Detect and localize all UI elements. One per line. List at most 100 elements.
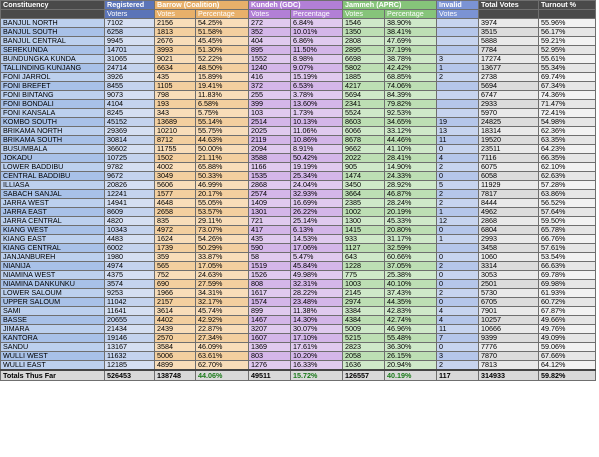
- cell-barrow-votes[interactable]: 1739: [154, 243, 196, 253]
- cell-kundeh-percentage[interactable]: 23.48%: [290, 297, 344, 307]
- cell-constituency[interactable]: NIAMINA DANKUNKU: [0, 279, 105, 289]
- cell-total-votes[interactable]: 5888: [478, 36, 540, 46]
- cell-turnout[interactable]: 54.98%: [538, 117, 597, 127]
- cell-invalid[interactable]: 2: [436, 189, 480, 199]
- cell-barrow-percentage[interactable]: 33.87%: [194, 252, 250, 262]
- cell-kundeh-percentage[interactable]: 6.13%: [290, 225, 344, 235]
- cell-kundeh-votes[interactable]: 255: [248, 90, 292, 100]
- cell-total-votes[interactable]: 8444: [478, 198, 540, 208]
- cell-kundeh-percentage[interactable]: 6.84%: [290, 18, 344, 28]
- cell-jammeh-percentage[interactable]: 36.30%: [384, 342, 438, 352]
- cell-kundeh-percentage[interactable]: 50.42%: [290, 153, 344, 163]
- cell-turnout[interactable]: 64.23%: [538, 144, 597, 154]
- cell-jammeh-votes[interactable]: 8678: [342, 135, 386, 145]
- cell-kundeh-votes[interactable]: 1369: [248, 342, 292, 352]
- cell-invalid[interactable]: 1: [436, 207, 480, 217]
- cell-turnout[interactable]: 57.61%: [538, 243, 597, 253]
- cell-jammeh-percentage[interactable]: 28.41%: [384, 153, 438, 163]
- cell-barrow-percentage[interactable]: 50.00%: [194, 144, 250, 154]
- cell-kundeh-votes[interactable]: 2868: [248, 180, 292, 190]
- cell-registered[interactable]: 24714: [104, 63, 155, 73]
- cell-registered[interactable]: 3574: [104, 279, 155, 289]
- cell-barrow-votes[interactable]: 5006: [154, 351, 196, 361]
- cell-jammeh-votes[interactable]: 2385: [342, 198, 386, 208]
- cell-kundeh-votes[interactable]: 803: [248, 351, 292, 361]
- cell-constituency[interactable]: BANJUL SOUTH: [0, 27, 105, 37]
- cell-constituency[interactable]: SANDU: [0, 342, 105, 352]
- cell-barrow-percentage[interactable]: 46.09%: [194, 342, 250, 352]
- totals-jammeh-percentage[interactable]: 40.19%: [384, 369, 438, 381]
- subheader-turnout-blank[interactable]: [538, 9, 597, 19]
- cell-total-votes[interactable]: 2868: [478, 216, 540, 226]
- cell-invalid[interactable]: 2: [436, 360, 480, 371]
- cell-constituency[interactable]: FONI BREFET: [0, 81, 105, 91]
- cell-total-votes[interactable]: 7776: [478, 342, 540, 352]
- cell-total-votes[interactable]: 11929: [478, 180, 540, 190]
- cell-turnout[interactable]: 59.21%: [538, 36, 597, 46]
- cell-registered[interactable]: 1980: [104, 252, 155, 262]
- cell-turnout[interactable]: 55.96%: [538, 18, 597, 28]
- cell-kundeh-percentage[interactable]: 17.61%: [290, 342, 344, 352]
- cell-kundeh-votes[interactable]: 1301: [248, 207, 292, 217]
- cell-turnout[interactable]: 72.41%: [538, 108, 597, 118]
- cell-barrow-votes[interactable]: 1105: [154, 81, 196, 91]
- cell-kundeh-votes[interactable]: 2119: [248, 135, 292, 145]
- cell-jammeh-votes[interactable]: 775: [342, 270, 386, 280]
- cell-barrow-percentage[interactable]: 54.26%: [194, 234, 250, 244]
- cell-total-votes[interactable]: 6058: [478, 171, 540, 181]
- cell-turnout[interactable]: 67.87%: [538, 306, 597, 316]
- cell-kundeh-votes[interactable]: 2574: [248, 189, 292, 199]
- cell-jammeh-votes[interactable]: 8603: [342, 117, 386, 127]
- cell-registered[interactable]: 20826: [104, 180, 155, 190]
- cell-registered[interactable]: 45152: [104, 117, 155, 127]
- totals-barrow-votes[interactable]: 138748: [154, 369, 196, 381]
- cell-jammeh-votes[interactable]: 2022: [342, 153, 386, 163]
- cell-registered[interactable]: 11042: [104, 297, 155, 307]
- cell-turnout[interactable]: 67.66%: [538, 351, 597, 361]
- cell-total-votes[interactable]: 2738: [478, 72, 540, 82]
- cell-constituency[interactable]: BRIKAMA NORTH: [0, 126, 105, 136]
- cell-barrow-percentage[interactable]: 55.05%: [194, 198, 250, 208]
- cell-barrow-votes[interactable]: 359: [154, 252, 196, 262]
- header-barrow[interactable]: Barrow (Coalition): [153, 0, 250, 10]
- totals-barrow-percentage[interactable]: 44.06%: [194, 369, 250, 381]
- cell-kundeh-votes[interactable]: 1617: [248, 288, 292, 298]
- cell-invalid[interactable]: [436, 27, 480, 37]
- cell-total-votes[interactable]: 19520: [478, 135, 540, 145]
- cell-kundeh-percentage[interactable]: 10.20%: [290, 351, 344, 361]
- cell-jammeh-percentage[interactable]: 25.38%: [384, 270, 438, 280]
- cell-registered[interactable]: 14701: [104, 45, 155, 55]
- cell-constituency[interactable]: LOWER SALOUM: [0, 288, 105, 298]
- cell-jammeh-percentage[interactable]: 60.66%: [384, 252, 438, 262]
- cell-jammeh-percentage[interactable]: 84.39%: [384, 90, 438, 100]
- cell-kundeh-votes[interactable]: 2025: [248, 126, 292, 136]
- cell-total-votes[interactable]: 4962: [478, 207, 540, 217]
- cell-kundeh-votes[interactable]: 899: [248, 306, 292, 316]
- cell-registered[interactable]: 13167: [104, 342, 155, 352]
- cell-constituency[interactable]: FONI BINTANG: [0, 90, 105, 100]
- cell-kundeh-votes[interactable]: 272: [248, 18, 292, 28]
- cell-invalid[interactable]: 2: [436, 288, 480, 298]
- cell-invalid[interactable]: 0: [436, 144, 480, 154]
- cell-registered[interactable]: 12185: [104, 360, 155, 371]
- cell-jammeh-percentage[interactable]: 14.90%: [384, 162, 438, 172]
- cell-invalid[interactable]: 0: [436, 225, 480, 235]
- cell-total-votes[interactable]: 7901: [478, 306, 540, 316]
- cell-kundeh-percentage[interactable]: 6.86%: [290, 36, 344, 46]
- cell-kundeh-votes[interactable]: 1526: [248, 270, 292, 280]
- cell-jammeh-votes[interactable]: 2058: [342, 351, 386, 361]
- cell-turnout[interactable]: 64.12%: [538, 360, 597, 371]
- cell-jammeh-percentage[interactable]: 42.83%: [384, 306, 438, 316]
- cell-constituency[interactable]: KOMBO SOUTH: [0, 117, 105, 127]
- cell-constituency[interactable]: KIANG CENTRAL: [0, 243, 105, 253]
- cell-invalid[interactable]: 0: [436, 297, 480, 307]
- cell-kundeh-percentage[interactable]: 6.53%: [290, 81, 344, 91]
- cell-constituency[interactable]: BUSUMBALA: [0, 144, 105, 154]
- cell-barrow-votes[interactable]: 4402: [154, 315, 196, 325]
- cell-jammeh-percentage[interactable]: 47.69%: [384, 36, 438, 46]
- cell-jammeh-votes[interactable]: 1127: [342, 243, 386, 253]
- cell-invalid[interactable]: 4: [436, 153, 480, 163]
- cell-turnout[interactable]: 69.74%: [538, 72, 597, 82]
- cell-barrow-percentage[interactable]: 11.83%: [194, 90, 250, 100]
- cell-total-votes[interactable]: 3314: [478, 261, 540, 271]
